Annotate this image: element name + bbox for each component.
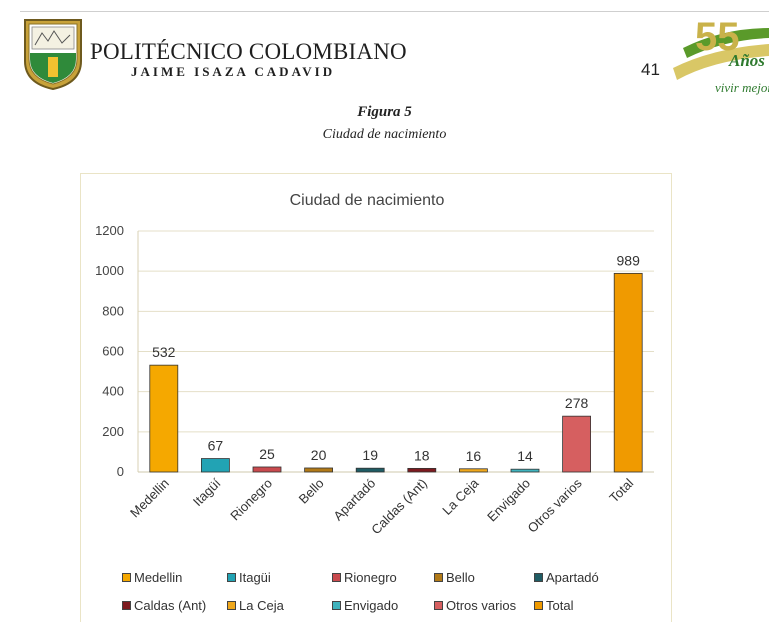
data-label: 25	[259, 446, 275, 462]
figure-label: Figura 5	[357, 104, 412, 120]
legend-swatch	[227, 601, 236, 610]
legend-item: Rionegro	[332, 570, 397, 585]
bar	[252, 466, 282, 473]
legend-label: La Ceja	[239, 598, 284, 613]
x-tick-label: Bello	[296, 476, 327, 507]
x-tick-label: Rionegro	[227, 476, 275, 524]
legend-swatch	[434, 573, 443, 582]
institution-name: POLITÉCNICO COLOMBIANO	[90, 39, 407, 64]
legend-swatch	[122, 601, 131, 610]
legend-label: Total	[546, 598, 574, 613]
data-label: 532	[152, 344, 176, 360]
bar	[510, 468, 540, 473]
y-tick-label: 800	[102, 303, 124, 318]
bar	[407, 467, 437, 473]
legend-swatch	[332, 601, 341, 610]
bar	[355, 467, 385, 473]
legend-label: Medellin	[134, 570, 183, 585]
anniversary-motto: vivir mejor	[715, 80, 769, 95]
x-tick-label: La Ceja	[439, 475, 482, 518]
chart-frame	[80, 173, 672, 622]
institution-subtitle: JAIME ISAZA CADAVID	[131, 64, 336, 79]
anniversary-number: 55	[695, 15, 740, 59]
legend-label: Envigado	[344, 598, 399, 613]
legend-swatch	[434, 601, 443, 610]
legend-item: Medellin	[122, 570, 182, 585]
bar	[149, 364, 179, 473]
data-label: 18	[414, 447, 430, 463]
legend-item: Envigado	[332, 598, 398, 613]
legend-item: Caldas (Ant)	[122, 598, 206, 613]
legend-label: Itagüi	[239, 570, 271, 585]
legend-item: Total	[534, 598, 573, 613]
y-tick-label: 0	[117, 464, 124, 479]
legend-label: Otros varios	[446, 598, 517, 613]
legend-swatch	[227, 573, 236, 582]
x-tick-label: Itagüí	[190, 475, 224, 509]
legend-label: Apartadó	[546, 570, 599, 585]
x-tick-label: Otros varios	[525, 475, 586, 536]
x-tick-label: Medellin	[127, 476, 172, 521]
chart-title: Ciudad de nacimiento	[290, 192, 445, 209]
y-tick-label: 200	[102, 424, 124, 439]
x-tick-label: Total	[606, 475, 636, 505]
legend-item: La Ceja	[227, 598, 284, 613]
institution-crest-logo	[24, 19, 82, 91]
bar	[304, 467, 334, 473]
legend-label: Caldas (Ant)	[134, 598, 207, 613]
legend-label: Rionegro	[344, 570, 397, 585]
data-label: 67	[208, 438, 224, 454]
legend-item: Otros varios	[434, 598, 516, 613]
bar	[613, 272, 643, 473]
y-tick-label: 400	[102, 384, 124, 399]
anniversary-logo: 55 Años vivir mejor	[673, 15, 769, 95]
x-tick-label: Caldas (Ant)	[368, 476, 430, 538]
data-label: 19	[362, 447, 378, 463]
data-label: 14	[517, 448, 533, 464]
legend-swatch	[332, 573, 341, 582]
legend-label: Bello	[446, 570, 475, 585]
data-label: 20	[311, 447, 327, 463]
bar	[562, 415, 591, 473]
y-tick-label: 600	[102, 344, 124, 359]
anniversary-word: Años	[728, 51, 765, 70]
data-label: 16	[466, 448, 482, 464]
y-tick-label: 1000	[95, 263, 124, 278]
legend-swatch	[534, 601, 543, 610]
legend-item: Apartadó	[534, 570, 599, 585]
x-tick-label: Envigado	[484, 476, 533, 525]
bar	[200, 458, 230, 473]
legend-swatch	[534, 573, 543, 582]
legend-item: Bello	[434, 570, 475, 585]
page-number: 41	[641, 60, 660, 79]
bar	[458, 468, 488, 473]
legend-swatch	[122, 573, 131, 582]
y-tick-label: 1200	[95, 223, 124, 238]
data-label: 278	[565, 395, 589, 411]
header-rule	[20, 11, 769, 12]
data-label: 989	[617, 252, 641, 268]
figure-caption: Ciudad de nacimiento	[322, 127, 447, 142]
x-tick-label: Apartadó	[330, 476, 378, 524]
legend-item: Itagüi	[227, 570, 271, 585]
